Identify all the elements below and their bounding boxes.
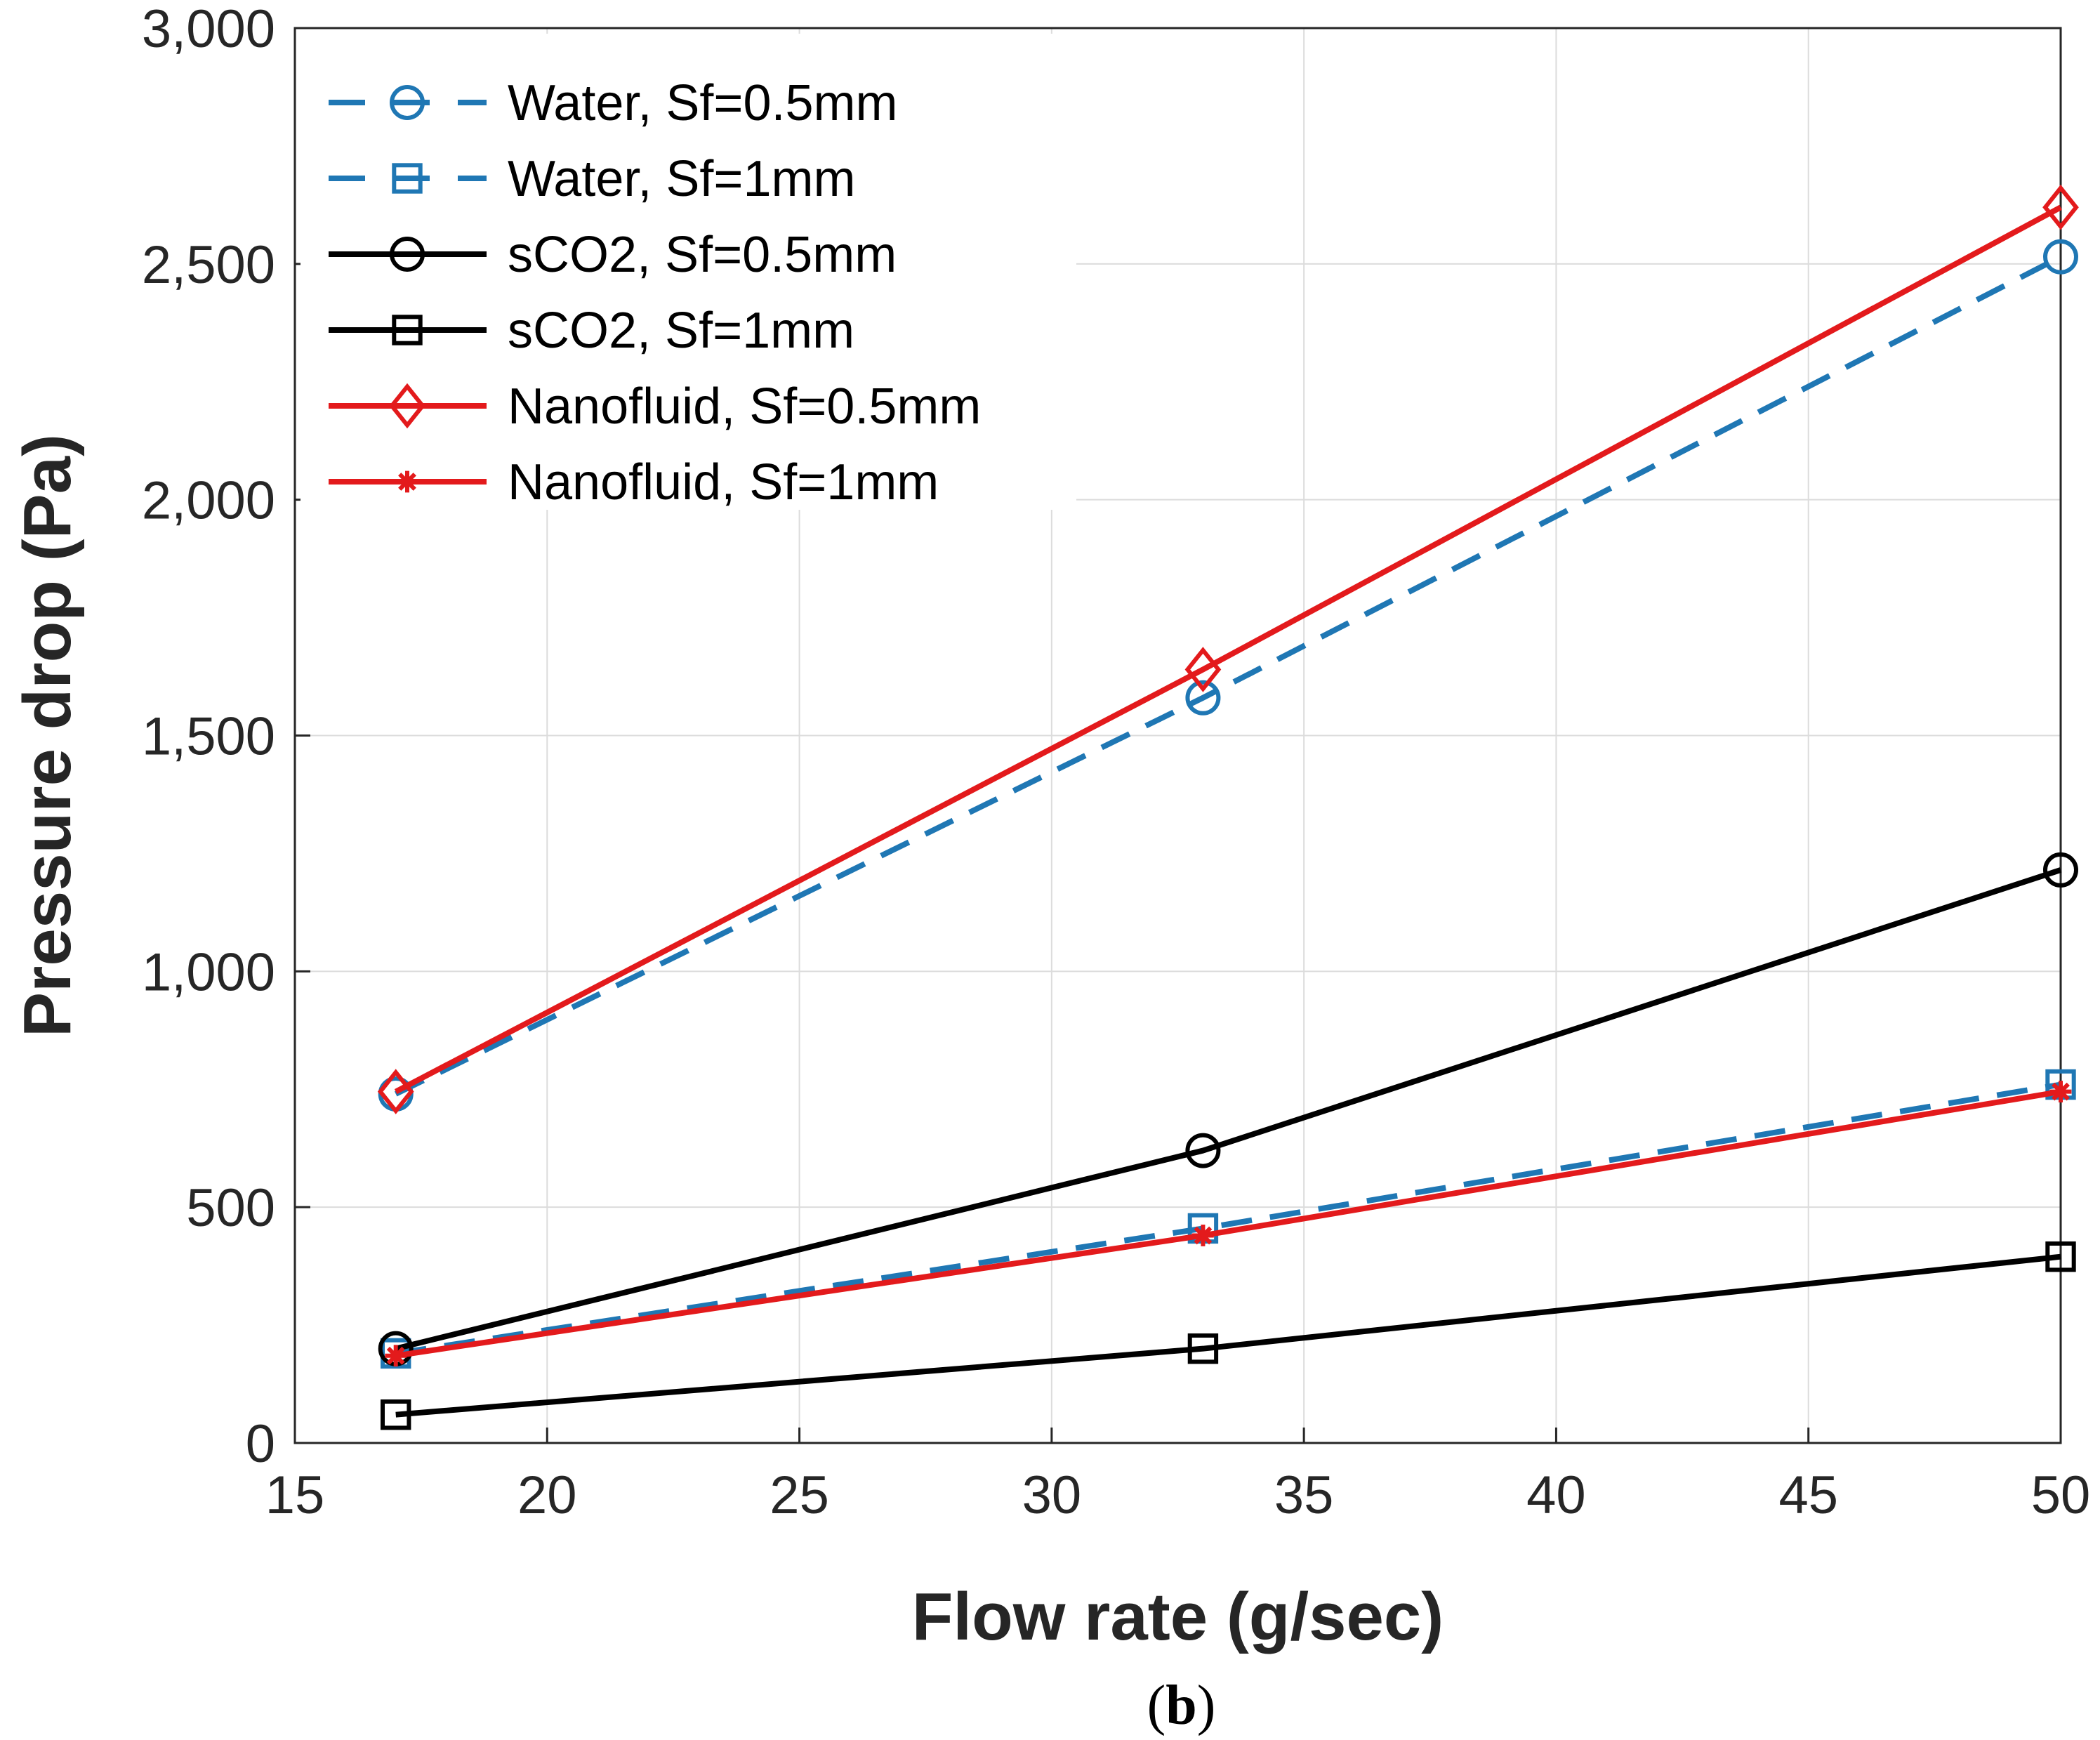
legend: Water, Sf=0.5mm Water, Sf=1mm sCO2, Sf=0.5… — [301, 34, 1076, 510]
legend-label: Water, Sf=0.5mm — [508, 75, 898, 131]
legend-item: Water, Sf=1mm — [329, 151, 855, 207]
marker-square — [2045, 1241, 2076, 1272]
y-tick-label: 2,000 — [142, 471, 275, 531]
marker-diamond — [377, 1069, 414, 1114]
x-tick-label: 20 — [517, 1465, 577, 1525]
x-tick-label: 40 — [1526, 1465, 1586, 1525]
x-tick-label: 35 — [1274, 1465, 1334, 1525]
legend-label: Nanofluid, Sf=1mm — [508, 454, 939, 510]
marker-square — [1187, 1333, 1219, 1364]
marker-star — [396, 470, 418, 493]
legend-label: sCO2, Sf=0.5mm — [508, 227, 897, 283]
series-3 — [378, 852, 2078, 1366]
y-tick-label: 3,000 — [142, 0, 275, 59]
marker-square — [392, 163, 423, 194]
caption-letter: b — [1165, 1675, 1197, 1736]
series-4 — [381, 1241, 2076, 1430]
legend-label: Nanofluid, Sf=0.5mm — [508, 378, 981, 435]
marker-circle — [390, 237, 425, 272]
y-tick-label: 1,500 — [142, 707, 275, 767]
marker-square — [381, 1399, 411, 1430]
axis-ticks: 15 20 25 30 35 40 45 5005001,0001,5002,0002,500… — [142, 0, 2090, 1525]
x-axis-title: Flow rate (g/sec) — [912, 1579, 1444, 1654]
figure-caption: (b) — [1147, 1675, 1216, 1736]
marker-circle — [1185, 1133, 1221, 1168]
x-tick-label: 50 — [2031, 1465, 2091, 1525]
marker-star — [385, 1345, 407, 1367]
series-line — [394, 204, 2062, 1095]
legend-item: Nanofluid, Sf=1mm — [329, 454, 939, 510]
series-1 — [378, 239, 2078, 1112]
marker-diamond — [1184, 647, 1222, 692]
legend-label: sCO2, Sf=1mm — [508, 303, 854, 359]
marker-square — [392, 315, 423, 345]
x-tick-label: 15 — [265, 1465, 325, 1525]
series-line — [395, 1253, 2061, 1418]
legend-box — [301, 34, 1076, 510]
marker-circle — [2043, 852, 2078, 888]
legend-label: Water, Sf=1mm — [508, 151, 855, 207]
series-line — [395, 867, 2062, 1352]
x-tick-label: 25 — [770, 1465, 829, 1525]
caption-close: ) — [1197, 1675, 1216, 1736]
y-tick-label: 500 — [186, 1178, 275, 1238]
caption-open: ( — [1147, 1675, 1166, 1736]
series-line — [394, 254, 2062, 1097]
marker-diamond — [2042, 184, 2079, 230]
marker-diamond — [389, 383, 425, 429]
marker-circle — [2043, 239, 2078, 275]
y-tick-label: 1,000 — [142, 942, 275, 1002]
y-tick-label: 0 — [246, 1414, 275, 1474]
marker-circle — [390, 85, 425, 120]
series-6 — [385, 1081, 2072, 1367]
marker-star — [1192, 1225, 1214, 1246]
legend-item: sCO2, Sf=0.5mm — [329, 227, 897, 283]
legend-item: Water, Sf=0.5mm — [329, 75, 898, 131]
y-tick-label: 2,500 — [142, 235, 275, 295]
legend-item: Nanofluid, Sf=0.5mm — [329, 378, 981, 435]
x-tick-label: 45 — [1778, 1465, 1838, 1525]
series-layer — [377, 184, 2079, 1430]
marker-star — [2049, 1081, 2072, 1103]
x-tick-label: 30 — [1022, 1465, 1082, 1525]
y-axis-title: Pressure drop (Pa) — [10, 434, 85, 1037]
legend-item: sCO2, Sf=1mm — [329, 303, 854, 359]
marker-circle — [1185, 680, 1221, 716]
series-5 — [377, 184, 2079, 1114]
